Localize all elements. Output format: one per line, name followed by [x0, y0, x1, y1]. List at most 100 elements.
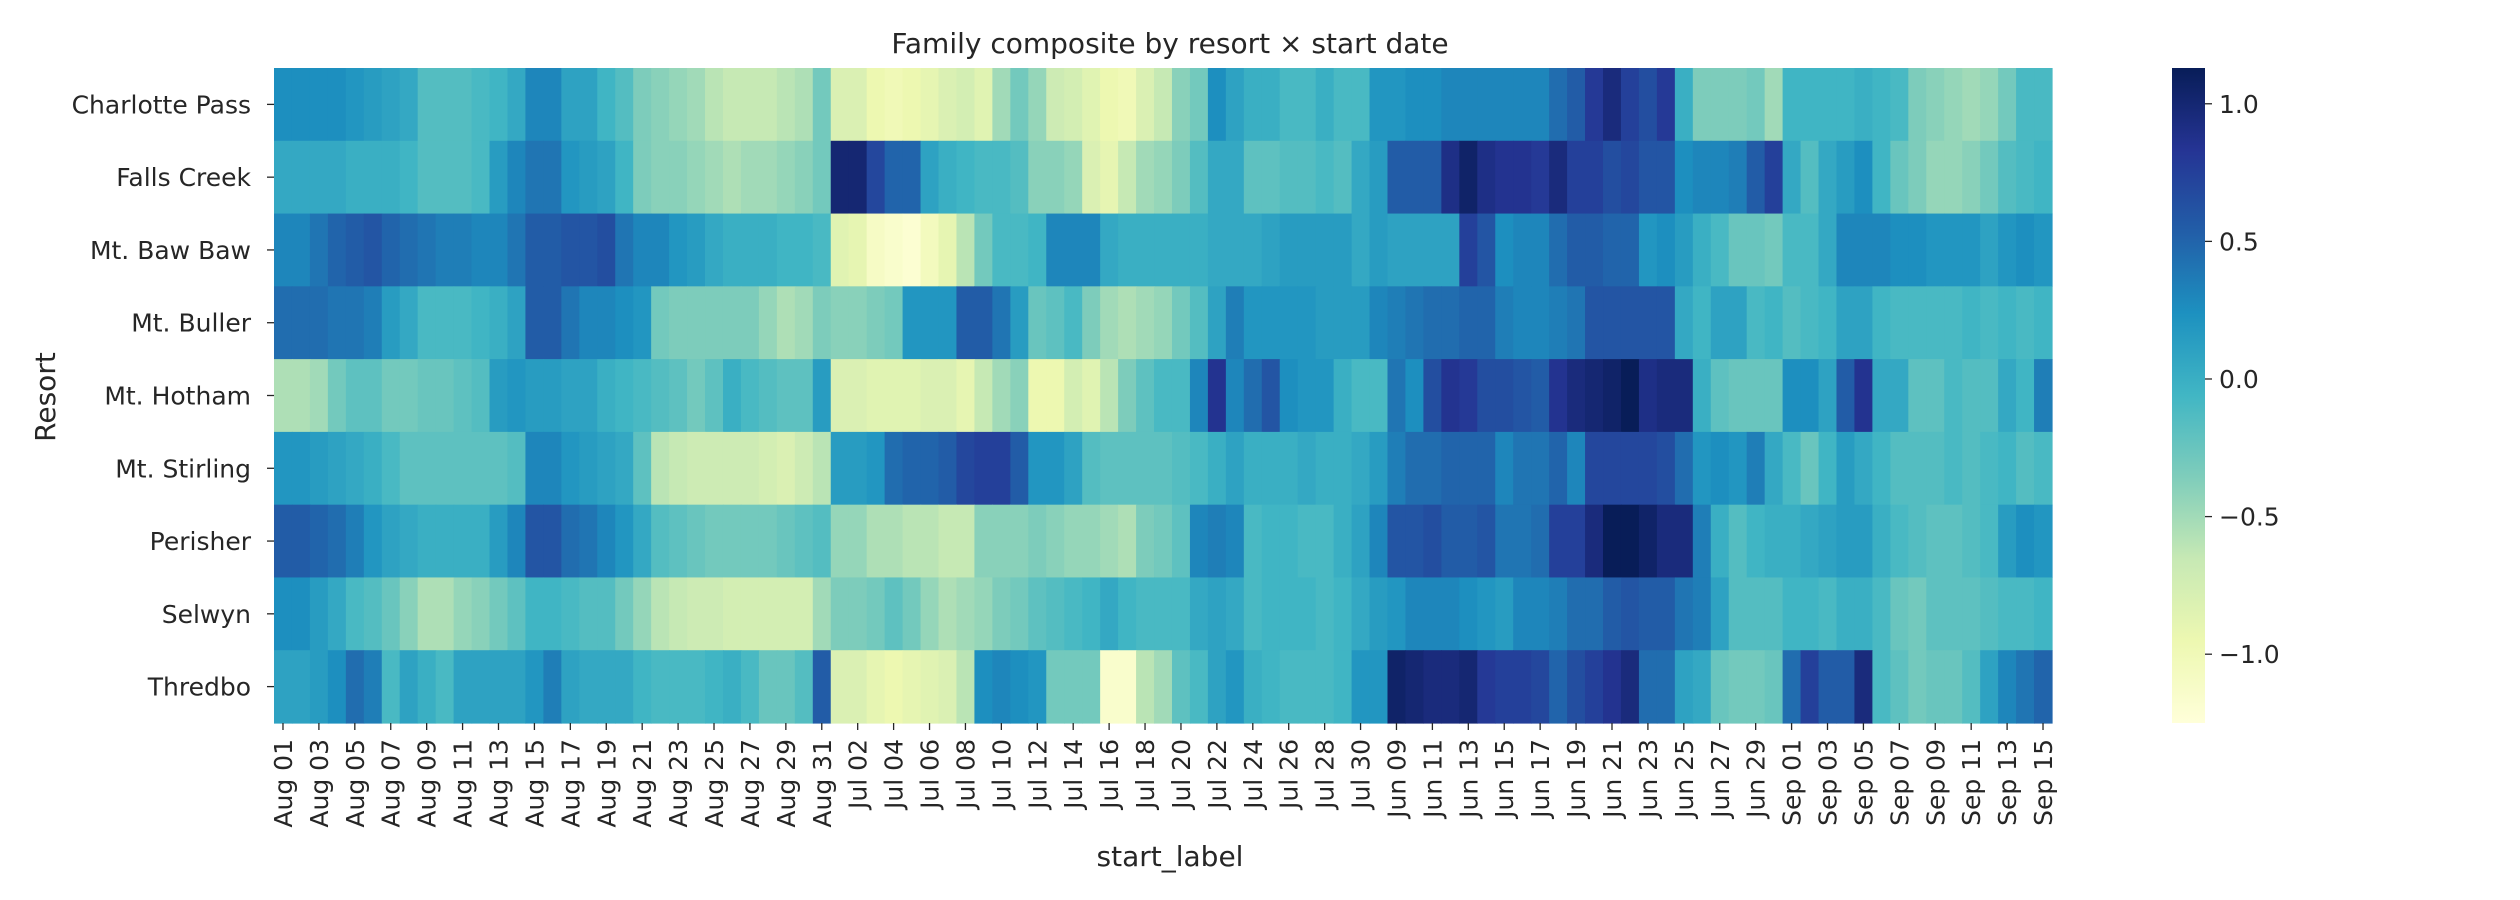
column-label: Aug 29: [772, 739, 801, 828]
column-label: Jul 26: [1275, 739, 1304, 811]
heatmap-cell: [363, 431, 383, 506]
heatmap-cell: [956, 68, 976, 142]
heatmap-cell: [1082, 213, 1101, 287]
heatmap-cell: [1171, 650, 1191, 724]
heatmap-cell: [1423, 650, 1442, 724]
heatmap-cell: [1459, 213, 1478, 287]
heatmap-cell: [399, 504, 419, 579]
heatmap-cell: [345, 213, 365, 287]
heatmap-cell: [1279, 650, 1299, 724]
heatmap-cell: [489, 431, 509, 506]
column-label: Jun 23: [1634, 739, 1663, 820]
heatmap-cell: [669, 359, 688, 433]
heatmap-cell: [507, 359, 527, 433]
heatmap-cell: [1962, 213, 1981, 287]
heatmap-cell: [1118, 431, 1137, 506]
heatmap-cell: [1423, 286, 1442, 360]
heatmap-cell: [776, 213, 796, 287]
heatmap-cell: [579, 213, 598, 287]
heatmap-cell: [1495, 650, 1514, 724]
heatmap-cell: [992, 359, 1011, 433]
heatmap-cell: [1154, 68, 1173, 142]
heatmap-cell: [1189, 286, 1209, 360]
heatmap-cell: [1764, 650, 1784, 724]
heatmap-cell: [866, 504, 886, 579]
heatmap-cell: [633, 286, 652, 360]
heatmap-cell: [974, 650, 993, 724]
heatmap-cell: [489, 650, 509, 724]
heatmap-cell: [1028, 140, 1047, 215]
heatmap-cell: [327, 68, 347, 142]
heatmap-cell: [1872, 577, 1891, 651]
heatmap-cell: [1154, 431, 1173, 506]
heatmap-cell: [1441, 431, 1460, 506]
heatmap-cell: [722, 431, 742, 506]
heatmap-cell: [1908, 68, 1927, 142]
heatmap-cell: [417, 650, 437, 724]
heatmap-cell: [1549, 359, 1568, 433]
heatmap-cell: [1692, 68, 1712, 142]
heatmap-cell: [1746, 68, 1766, 142]
heatmap-cell: [1513, 359, 1532, 433]
heatmap-cell: [525, 140, 544, 215]
heatmap-cell: [309, 213, 329, 287]
column-label: Jun 21: [1598, 739, 1627, 820]
column-label: Jun 15: [1490, 739, 1519, 820]
heatmap-cell: [291, 140, 311, 215]
heatmap-cell: [1944, 650, 1963, 724]
heatmap-cell: [1549, 213, 1568, 287]
heatmap-cell: [902, 140, 922, 215]
heatmap-cell: [1315, 213, 1335, 287]
heatmap-cell: [1854, 286, 1873, 360]
column-label: Jul 22: [1203, 739, 1232, 811]
heatmap-cell: [1441, 213, 1460, 287]
heatmap-cell: [327, 504, 347, 579]
heatmap-cell: [938, 140, 958, 215]
heatmap-cell: [1046, 68, 1065, 142]
heatmap-cell: [1154, 140, 1173, 215]
heatmap-cell: [1082, 431, 1101, 506]
heatmap-cell: [992, 650, 1011, 724]
heatmap-cell: [561, 504, 580, 579]
heatmap-cell: [543, 650, 562, 724]
heatmap-cell: [758, 213, 778, 287]
heatmap-cell: [830, 68, 850, 142]
heatmap-cell: [525, 359, 544, 433]
heatmap-cell: [740, 213, 760, 287]
heatmap-cell: [848, 68, 868, 142]
heatmap-cell: [1638, 140, 1658, 215]
heatmap-cell: [1333, 140, 1353, 215]
heatmap-cell: [1944, 286, 1963, 360]
heatmap-cell: [1351, 213, 1371, 287]
heatmap-cell: [1620, 359, 1640, 433]
heatmap-cell: [1459, 650, 1478, 724]
heatmap-cell: [1189, 577, 1209, 651]
heatmap-cell: [1549, 286, 1568, 360]
heatmap-cell: [687, 140, 706, 215]
heatmap-cell: [345, 68, 365, 142]
heatmap-cell: [1531, 140, 1550, 215]
heatmap-cell: [884, 286, 904, 360]
heatmap-cell: [1549, 650, 1568, 724]
heatmap-cell: [2034, 650, 2053, 724]
heatmap-cell: [381, 650, 401, 724]
heatmap-cell: [1710, 577, 1730, 651]
heatmap-cell: [1620, 650, 1640, 724]
heatmap-cell: [1603, 68, 1622, 142]
heatmap-cell: [309, 68, 329, 142]
column-label: Jul 12: [1023, 739, 1052, 811]
heatmap-cell: [974, 504, 993, 579]
heatmap-cell: [345, 577, 365, 651]
heatmap-cell: [1010, 504, 1029, 579]
heatmap-cell: [956, 431, 976, 506]
heatmap-cell: [920, 213, 940, 287]
heatmap-cell: [884, 431, 904, 506]
heatmap-cell: [1118, 359, 1137, 433]
heatmap-cell: [1656, 286, 1676, 360]
heatmap-cell: [1423, 213, 1442, 287]
heatmap-cell: [1513, 577, 1532, 651]
heatmap-cell: [417, 504, 437, 579]
heatmap-cell: [920, 68, 940, 142]
heatmap-cell: [507, 286, 527, 360]
heatmap-cell: [363, 68, 383, 142]
